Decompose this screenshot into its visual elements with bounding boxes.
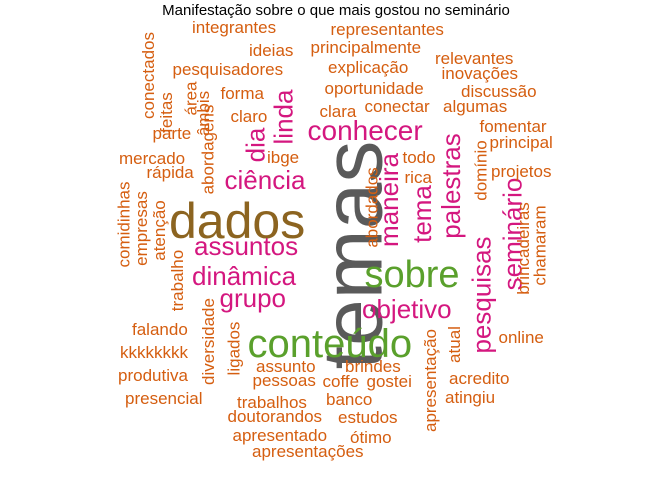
word-rica: rica [404, 167, 432, 187]
word-online: online [498, 327, 544, 347]
word-dia: dia [239, 127, 270, 163]
word-integrantes: integrantes [192, 17, 277, 37]
word-explicação: explicação [328, 57, 409, 77]
word-sobre: sobre [364, 254, 460, 296]
word-acredito: acredito [449, 368, 510, 388]
word-inovações: inovações [441, 63, 519, 83]
word-gostei: gostei [366, 371, 412, 391]
word-apresentações: apresentações [252, 441, 364, 461]
chart-title: Manifestação sobre o que mais gostou no … [162, 2, 510, 19]
word-ibge: ibge [267, 147, 300, 167]
word-dados: dados [169, 193, 306, 249]
word-fomentar: fomentar [479, 116, 547, 136]
word-abordados: abordados [362, 166, 382, 248]
word-todo: todo [402, 147, 436, 167]
word-atingiu: atingiu [445, 387, 496, 407]
word-kkkkkkkk: kkkkkkkk [120, 342, 188, 362]
word-claro: claro [230, 106, 268, 126]
word-parte: parte [152, 123, 192, 143]
word-comidinhas: comidinhas [114, 181, 134, 267]
word-falando: falando [132, 319, 188, 339]
word-principal: principal [489, 132, 553, 152]
word-projetos: projetos [491, 161, 552, 181]
word-ótimo: ótimo [350, 427, 392, 447]
word-conectados: conectados [138, 31, 158, 119]
word-pessoas: pessoas [252, 370, 316, 390]
word-chamaram: chamaram [530, 204, 550, 286]
word-tema: tema [406, 185, 437, 243]
word-ciência: ciência [224, 165, 306, 195]
word-ligados: ligados [224, 321, 244, 375]
word-grupo: grupo [219, 283, 287, 313]
word-principalmente: principalmente [310, 37, 422, 57]
word-abordagens: abordagens [198, 104, 218, 194]
word-trabalho: trabalho [167, 249, 187, 311]
word-pesquisas: pesquisas [466, 236, 497, 354]
word-conteúdo: conteúdo [247, 322, 413, 366]
word-produtiva: produtiva [118, 365, 188, 385]
word-algumas: algumas [443, 96, 508, 116]
word-diversidade: diversidade [198, 297, 218, 385]
word-apresentado: apresentado [232, 425, 328, 445]
word-objetivo: objetivo [362, 294, 452, 324]
word-dinâmica: dinâmica [192, 261, 297, 291]
word-conhecer: conhecer [307, 115, 423, 146]
word-palestras: palestras [435, 133, 466, 239]
word-conectar: conectar [364, 96, 430, 116]
word-pesquisadores: pesquisadores [172, 59, 284, 79]
word-apresentação: apresentação [420, 328, 440, 432]
word-empresas: empresas [131, 190, 151, 266]
word-ideias: ideias [249, 40, 294, 60]
word-linda: linda [267, 89, 298, 145]
word-coffe: coffe [322, 371, 360, 391]
word-presencial: presencial [125, 388, 203, 408]
word-oportunidade: oportunidade [324, 78, 424, 98]
word-forma: forma [220, 83, 264, 103]
word-clara: clara [319, 101, 357, 121]
word-atual: atual [444, 325, 464, 363]
word-rápida: rápida [146, 162, 194, 182]
word-relevantes: relevantes [435, 48, 514, 68]
word-banco: banco [326, 389, 373, 409]
word-discussão: discussão [461, 81, 537, 101]
word-mercado: mercado [119, 148, 186, 168]
word-atenção: atenção [149, 199, 169, 261]
word-doutorandos: doutorandos [227, 406, 323, 426]
word-domínio: domínio [471, 139, 491, 201]
word-trabalhos: trabalhos [237, 392, 307, 412]
word-assunto: assunto [256, 356, 316, 376]
word-representantes: representantes [330, 19, 444, 39]
word-brindes: brindes [345, 356, 401, 376]
word-assuntos: assuntos [194, 231, 299, 261]
word-brincadeiras: brincadeiras [513, 201, 533, 295]
word-estudos: estudos [338, 407, 398, 427]
